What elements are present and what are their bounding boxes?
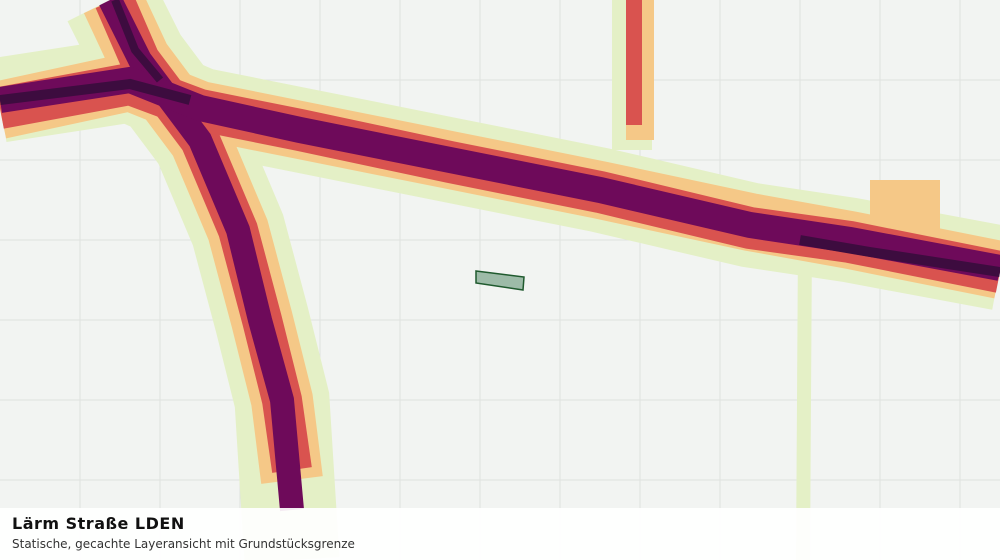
legend-subtitle: Statische, gecachte Layeransicht mit Gru… bbox=[12, 537, 355, 551]
noise-band-very-high bbox=[0, 0, 1000, 512]
parcel-boundary[interactable] bbox=[475, 270, 525, 291]
legend-panel: Lärm Straße LDEN Statische, gecachte Lay… bbox=[0, 508, 1000, 560]
legend-title: Lärm Straße LDEN bbox=[12, 514, 185, 533]
